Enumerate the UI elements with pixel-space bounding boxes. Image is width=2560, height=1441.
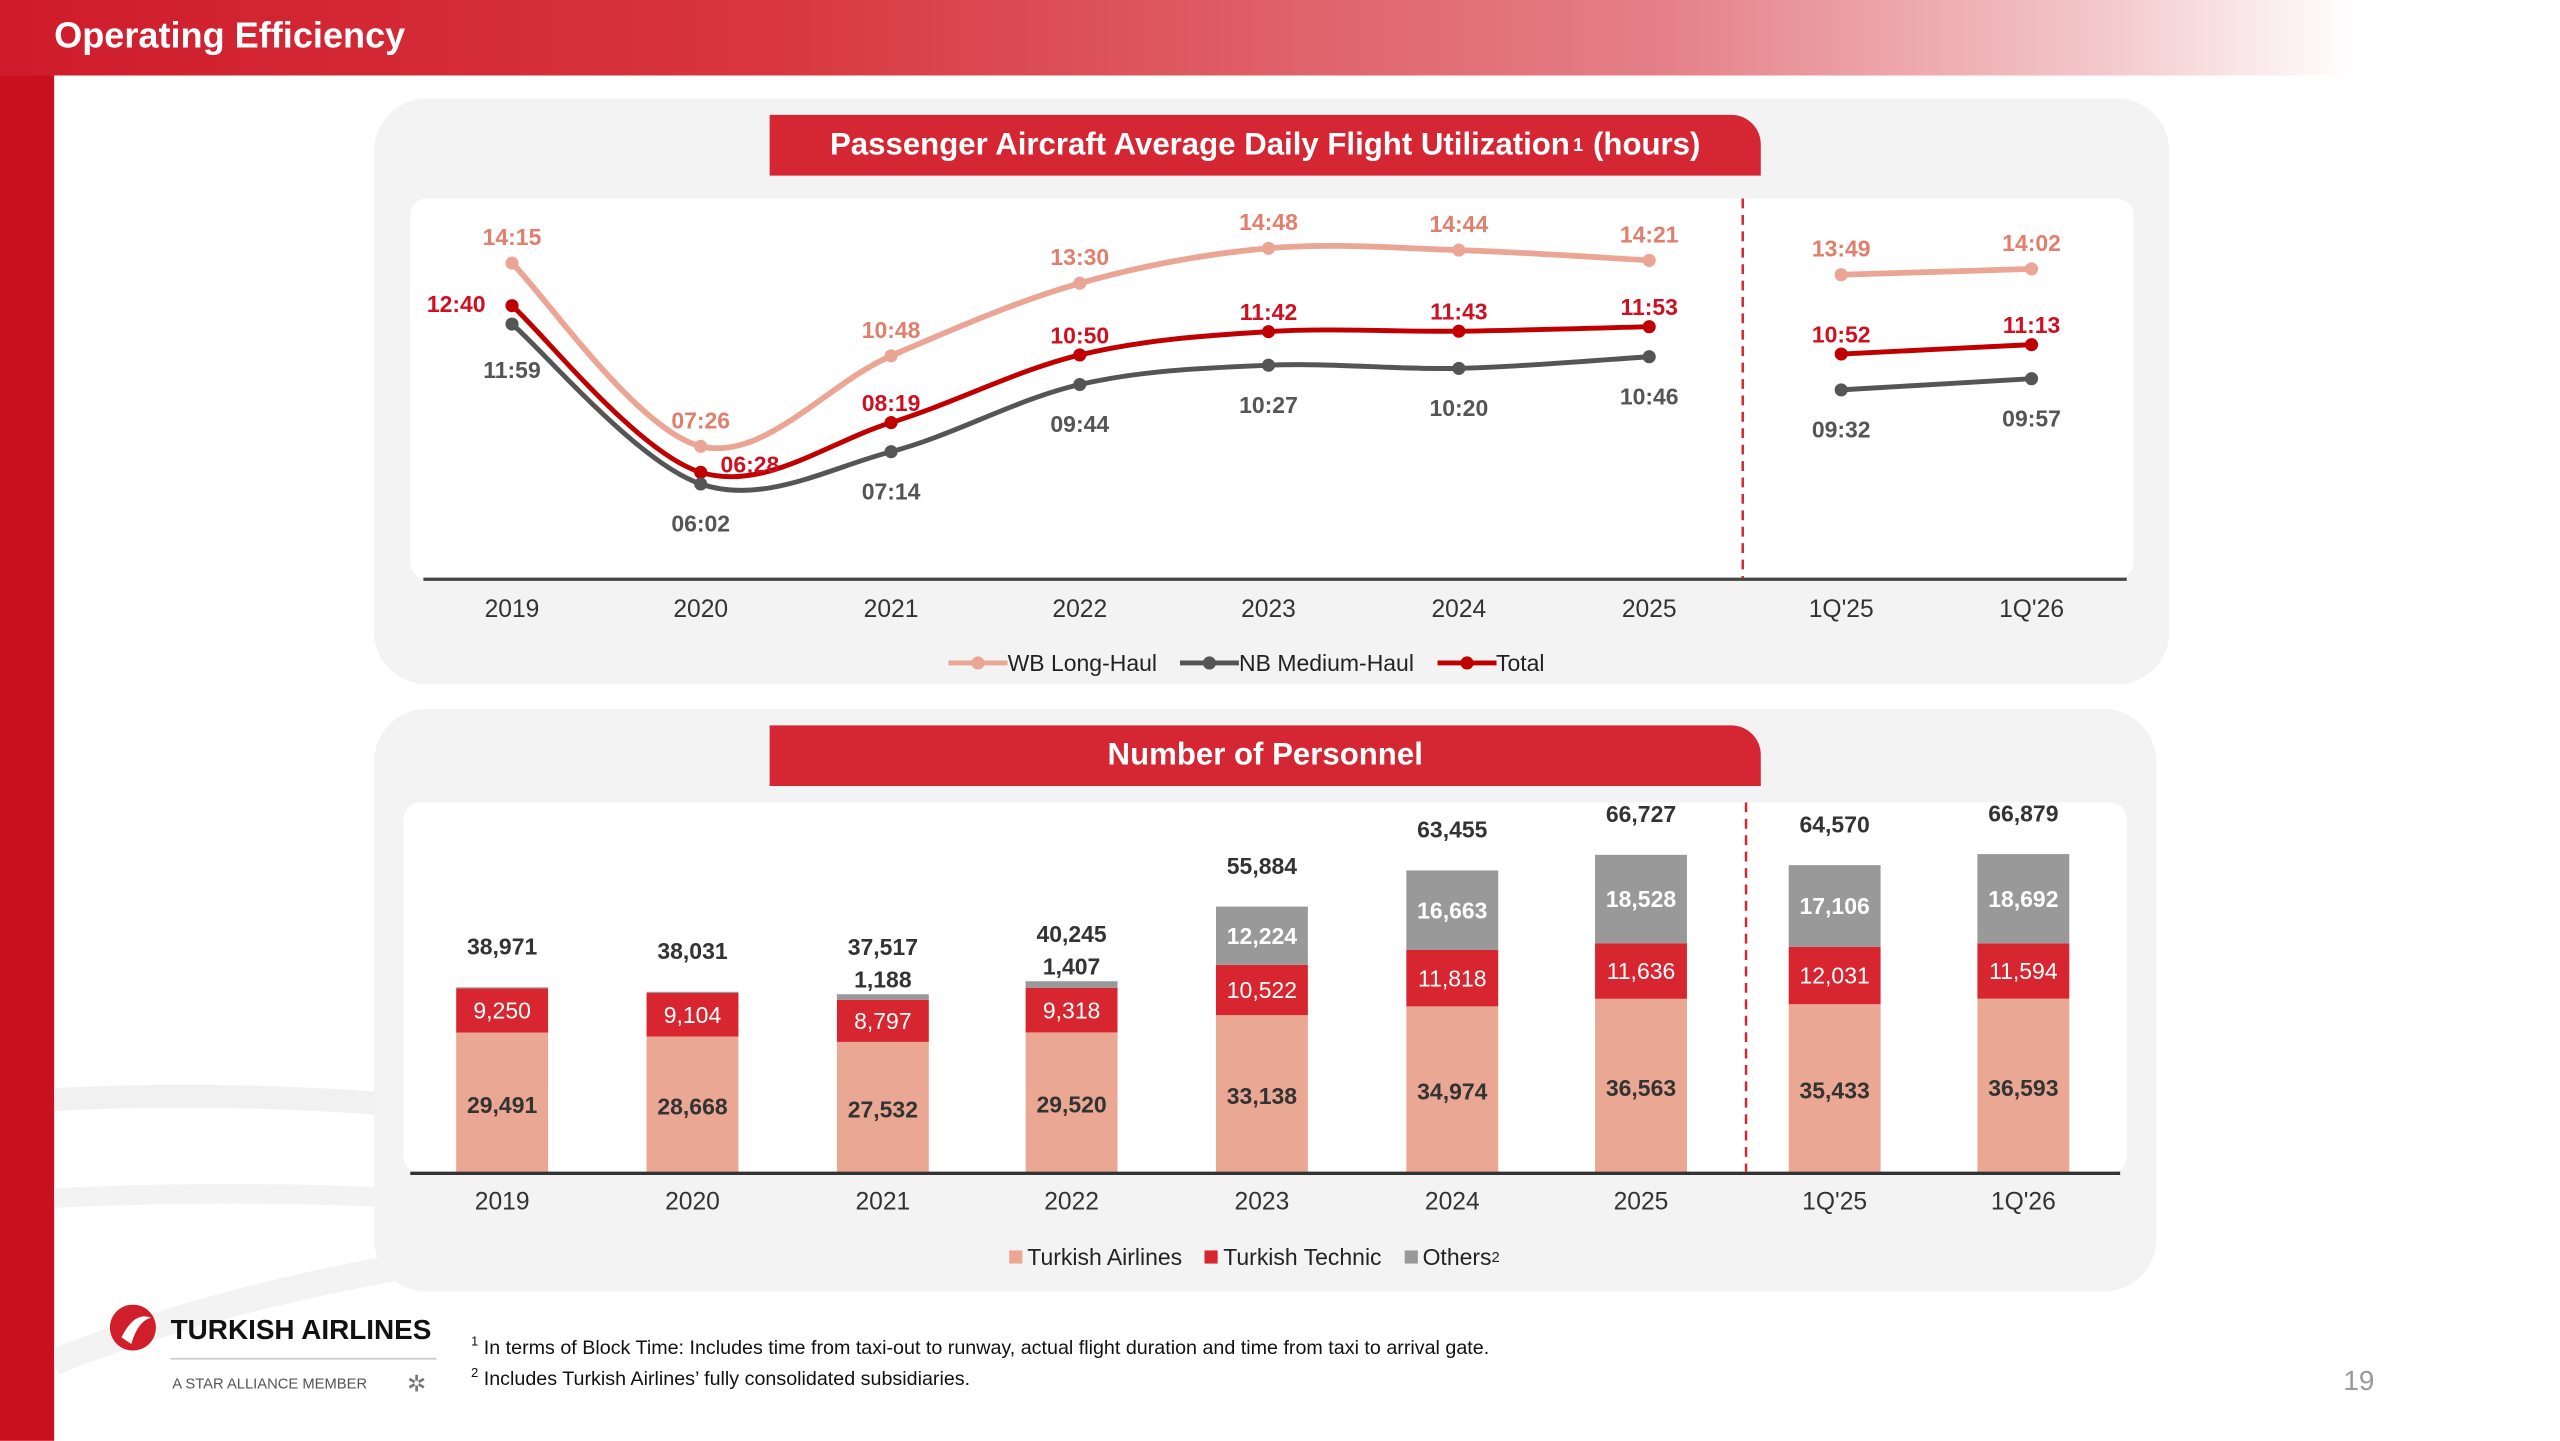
page-title: Operating Efficiency xyxy=(54,14,406,56)
legend-total: Total xyxy=(1436,650,1545,676)
personnel-plot-area xyxy=(403,802,2127,1174)
footnotes: 1 In terms of Block Time: Includes time … xyxy=(471,1329,1489,1391)
turkish-airlines-logo: TURKISH AIRLINES A STAR ALLIANCE MEMBER … xyxy=(108,1304,437,1403)
x-tick-label: 2022 xyxy=(1044,1188,1099,1216)
x-tick-label: 2024 xyxy=(1424,1188,1480,1216)
legend-wb-long-haul: WB Long-Haul xyxy=(948,650,1157,676)
chart-title-text: Passenger Aircraft Average Daily Flight … xyxy=(830,127,1570,162)
x-tick-label: 1Q'25 xyxy=(1808,595,1874,624)
x-tick-label: 2025 xyxy=(1621,595,1677,624)
header-bar xyxy=(0,0,2560,76)
x-tick-label: 2020 xyxy=(665,1188,720,1216)
x-tick-label: 2019 xyxy=(484,595,540,624)
left-accent-bar xyxy=(0,0,55,1441)
page-number: 19 xyxy=(2343,1365,2375,1397)
x-tick-label: 2023 xyxy=(1234,1188,1290,1216)
legend-turkish-airlines: Turkish Airlines xyxy=(1009,1244,1182,1270)
legend-nb-medium-haul: NB Medium-Haul xyxy=(1179,650,1414,676)
personnel-chart-title: Number of Personnel xyxy=(769,725,1761,787)
x-tick-label: 2021 xyxy=(863,595,919,624)
personnel-legend: Turkish Airlines Turkish Technic Others 2 xyxy=(1009,1244,1523,1270)
x-tick-label: 2023 xyxy=(1241,595,1296,624)
svg-text:A STAR ALLIANCE MEMBER: A STAR ALLIANCE MEMBER xyxy=(172,1376,367,1392)
svg-text:✲: ✲ xyxy=(407,1371,426,1397)
footnote-2: 2 Includes Turkish Airlines’ fully conso… xyxy=(470,1365,971,1390)
turkish-airlines-logo-icon: TURKISH AIRLINES A STAR ALLIANCE MEMBER … xyxy=(109,1304,437,1397)
utilization-legend: WB Long-Haul NB Medium-Haul Total xyxy=(948,650,1567,676)
utilization-chart-title: Passenger Aircraft Average Daily Flight … xyxy=(769,114,1761,176)
legend-turkish-technic: Turkish Technic xyxy=(1205,1244,1382,1270)
x-tick-label: 2020 xyxy=(673,595,729,624)
x-tick-label: 2022 xyxy=(1052,595,1108,624)
x-tick-label: 1Q'26 xyxy=(1990,1188,2056,1216)
footnote-mark: 1 xyxy=(1573,135,1584,156)
chart-title-suffix: (hours) xyxy=(1593,127,1701,162)
x-tick-label: 2021 xyxy=(855,1188,911,1216)
legend-others: Others 2 xyxy=(1404,1244,1500,1270)
x-tick-label: 2024 xyxy=(1431,595,1487,624)
x-tick-label: 2025 xyxy=(1613,1188,1669,1216)
utilization-plot-area xyxy=(410,198,2134,580)
x-tick-label: 1Q'26 xyxy=(1999,595,2065,624)
footnote-1: 1 In terms of Block Time: Includes time … xyxy=(470,1334,1490,1359)
x-tick-label: 1Q'25 xyxy=(1802,1188,1868,1216)
x-tick-label: 2019 xyxy=(474,1188,530,1216)
svg-text:TURKISH AIRLINES: TURKISH AIRLINES xyxy=(171,1314,432,1345)
